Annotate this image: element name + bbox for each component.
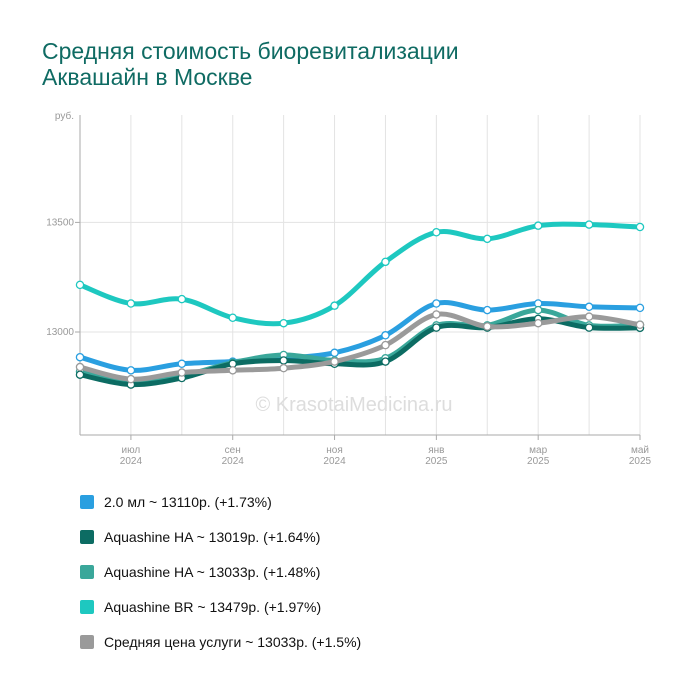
data-point bbox=[381, 340, 390, 350]
legend-label: Aquashine HA ~ 13019р. (+1.64%) bbox=[104, 528, 321, 545]
x-tick-label-year: 2025 bbox=[527, 456, 550, 467]
data-point bbox=[126, 374, 136, 384]
chart-title-line-2: Аквашайн в Москве bbox=[42, 64, 253, 90]
data-point bbox=[75, 280, 85, 290]
data-point bbox=[381, 331, 390, 340]
data-point bbox=[432, 299, 441, 308]
series-4 bbox=[75, 310, 645, 384]
data-point bbox=[635, 222, 645, 232]
data-point bbox=[126, 366, 136, 375]
legend-swatch bbox=[80, 529, 94, 544]
data-point bbox=[228, 313, 237, 322]
legend-label: Aquashine HA ~ 13033р. (+1.48%) bbox=[104, 563, 321, 580]
chart-legend: 2.0 мл ~ 13110р. (+1.73%) Aquashine HA ~ … bbox=[80, 484, 361, 659]
data-point bbox=[177, 294, 187, 304]
data-point bbox=[381, 257, 390, 267]
data-point bbox=[228, 366, 237, 375]
data-point bbox=[177, 359, 187, 369]
data-point bbox=[75, 370, 85, 379]
chart-title-line-1: Средняя стоимость биоревитализации bbox=[42, 38, 459, 64]
x-tick-label-year: 2024 bbox=[120, 456, 143, 467]
series-line bbox=[77, 316, 643, 388]
series-line bbox=[77, 221, 643, 327]
data-point bbox=[584, 312, 594, 321]
data-point bbox=[533, 318, 543, 328]
chart-series bbox=[75, 220, 645, 389]
data-point bbox=[533, 221, 543, 230]
x-tick-label-year: 2024 bbox=[323, 456, 346, 467]
data-point bbox=[381, 357, 390, 366]
y-tick-label: 13000 bbox=[46, 327, 74, 338]
legend-swatch bbox=[80, 599, 94, 614]
data-point bbox=[483, 305, 492, 315]
x-tick-label-year: 2025 bbox=[629, 456, 652, 467]
legend-swatch bbox=[80, 634, 94, 649]
y-tick-label: 13500 bbox=[46, 217, 74, 228]
series-line bbox=[77, 311, 643, 382]
line-chart: © KrasotaiMedicina.ru 1300013500руб.июл2… bbox=[46, 110, 651, 467]
legend-item[interactable]: Aquashine HA ~ 13019р. (+1.64%) bbox=[80, 519, 361, 554]
chart-axes: 1300013500руб.июл2024сен2024ноя2024янв20… bbox=[46, 110, 651, 467]
data-point bbox=[635, 320, 645, 330]
x-tick-label-month: июл bbox=[122, 445, 141, 456]
legend-label: Средняя цена услуги ~ 13033р. (+1.5%) bbox=[104, 633, 362, 650]
data-point bbox=[533, 305, 543, 315]
watermark: © KrasotaiMedicina.ru bbox=[255, 394, 452, 416]
x-tick-label-month: янв bbox=[428, 445, 444, 456]
data-point bbox=[177, 368, 187, 377]
data-point bbox=[483, 234, 492, 244]
data-point bbox=[75, 352, 85, 362]
data-point bbox=[584, 323, 594, 332]
legend-item[interactable]: 2.0 мл ~ 13110р. (+1.73%) bbox=[80, 484, 361, 519]
legend-label: Aquashine BR ~ 13479р. (+1.97%) bbox=[104, 598, 322, 615]
data-point bbox=[75, 362, 85, 372]
x-tick-label-month: май bbox=[631, 445, 649, 456]
data-point bbox=[432, 228, 441, 237]
legend-item[interactable]: Aquashine BR ~ 13479р. (+1.97%) bbox=[80, 589, 361, 624]
data-point bbox=[279, 318, 288, 328]
x-tick-label-year: 2024 bbox=[222, 456, 245, 467]
data-point bbox=[279, 356, 288, 365]
chart-grid bbox=[79, 115, 641, 435]
legend-item[interactable]: Aquashine HA ~ 13033р. (+1.48%) bbox=[80, 554, 361, 589]
series-line bbox=[77, 300, 643, 373]
legend-swatch bbox=[80, 494, 94, 509]
data-point bbox=[330, 357, 339, 366]
x-tick-label-year: 2025 bbox=[425, 456, 448, 467]
legend-item[interactable]: Средняя цена услуги ~ 13033р. (+1.5%) bbox=[80, 624, 361, 659]
data-point bbox=[635, 303, 645, 313]
data-point bbox=[584, 302, 594, 312]
legend-swatch bbox=[80, 564, 94, 579]
data-point bbox=[584, 220, 594, 229]
x-tick-label-month: ноя bbox=[326, 445, 343, 456]
data-point bbox=[432, 310, 441, 319]
y-unit-label: руб. bbox=[55, 110, 74, 122]
data-point bbox=[279, 363, 288, 373]
data-point bbox=[330, 348, 339, 358]
series-3 bbox=[75, 220, 645, 328]
chart-title: Средняя стоимость биоревитализации Акваш… bbox=[42, 38, 459, 90]
legend-label: 2.0 мл ~ 13110р. (+1.73%) bbox=[104, 493, 272, 510]
x-tick-label-month: мар bbox=[529, 445, 547, 456]
data-point bbox=[330, 301, 339, 310]
data-point bbox=[432, 323, 441, 332]
data-point bbox=[483, 322, 492, 331]
x-tick-label-month: сен bbox=[225, 445, 241, 456]
data-point bbox=[126, 299, 136, 308]
